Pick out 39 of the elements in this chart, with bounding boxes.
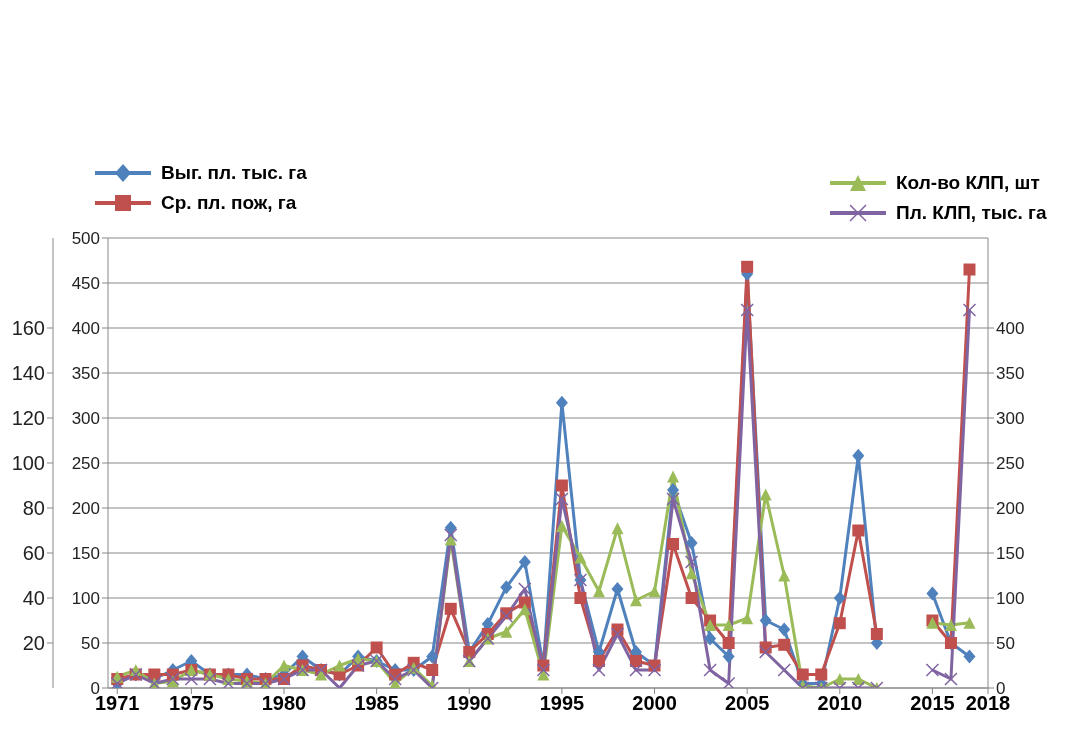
x-tick-label: 1985 [354,692,399,715]
x-tick-label: 1980 [261,692,307,715]
y3-tick-label: 300 [996,409,1025,429]
y2-tick-label: 80 [22,497,45,520]
x-tick-label: 1990 [447,692,492,715]
y2-tick-label: 100 [11,452,45,475]
y-tick-label: 100 [71,589,100,609]
y-tick-label: 450 [71,274,100,294]
x-tick-label: 2015 [910,692,955,715]
y3-tick-label: 200 [996,499,1025,519]
x-tick-label: 2000 [632,692,677,715]
y3-tick-label: 250 [996,454,1025,474]
y2-tick-label: 20 [22,632,45,655]
y3-tick-label: 350 [996,364,1025,384]
x-tick-label: 2010 [817,692,863,715]
y-tick-label: 150 [71,544,100,564]
legend-label: Кол-во КЛП, шт [896,172,1040,194]
y-tick-label: 50 [81,634,100,654]
y2-tick-label: 60 [22,542,45,565]
y-tick-label: 250 [71,454,100,474]
x-tick-label: 1995 [539,692,585,715]
x-tick-label: 2005 [724,692,770,715]
legend-label: Пл. КЛП, тыс. га [896,202,1047,224]
y-tick-label: 500 [71,229,100,249]
y3-tick-label: 400 [996,319,1025,339]
y3-tick-label: 100 [996,589,1025,609]
y-tick-label: 300 [71,409,100,429]
y2-tick-label: 40 [22,587,45,610]
y2-tick-label: 120 [11,407,45,430]
x-tick-label: 1975 [169,692,214,715]
y3-tick-label: 50 [996,634,1015,654]
y-tick-label: 200 [71,499,100,519]
y-tick-label: 400 [71,319,100,339]
legend-label: Выг. пл. тыс. га [161,162,307,184]
y3-tick-label: 150 [996,544,1025,564]
y2-tick-label: 140 [11,362,45,385]
legend-label: Ср. пл. пож, га [161,192,297,214]
y2-tick-label: 160 [11,317,45,340]
y-tick-label: 350 [71,364,100,384]
